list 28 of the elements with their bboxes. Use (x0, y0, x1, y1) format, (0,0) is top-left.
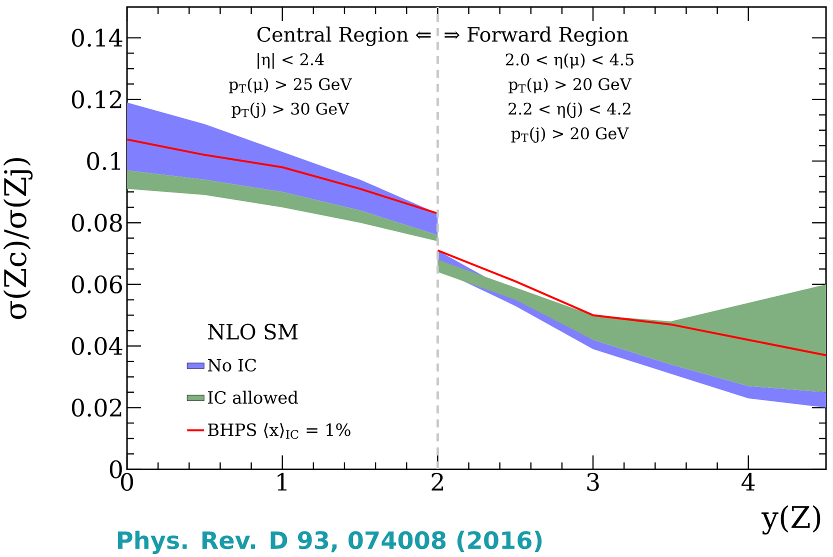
annotation: p$_{T}$(j) > 20 GeV (511, 126, 629, 143)
text: Phys. Rev. D 93, 074008 (2016) (118, 530, 542, 554)
legend-label: BHPS ⟨x⟩$_{IC}$ = 1% (208, 422, 350, 439)
y-tick-label: 0.02 (72, 398, 122, 417)
x-axis-title: y(Z) (762, 505, 820, 534)
legend-title: NLO SM (208, 324, 298, 340)
annotation: p$_{T}$(μ) > 20 GeV (508, 78, 632, 94)
annotation: p$_{T}$(μ) > 25 GeV (228, 78, 352, 94)
x-tick-label: 3 (587, 472, 599, 491)
y-tick-label: 0.06 (72, 275, 122, 294)
x-tick-label: 2 (432, 472, 443, 490)
annotation: |η| < 2.4 (258, 52, 324, 69)
x-tick-label: 1 (278, 472, 287, 490)
annotation: 2.2 < η(j) < 4.2 (508, 102, 630, 118)
annotation: 2.0 < η(μ) < 4.5 (506, 53, 634, 69)
y-tick-label: 0.1 (87, 152, 120, 170)
annotation: ⇒ Forward Region (444, 26, 628, 46)
y-tick-label: 0 (110, 460, 122, 478)
y-tick-label: 0.12 (72, 90, 122, 108)
x-tick-label: 4 (741, 472, 755, 490)
legend-label: No IC (208, 358, 256, 372)
annotation: Central Region ⇐ (257, 26, 431, 46)
legend-label: IC allowed (208, 390, 298, 404)
y-axis-title: σ(Zc)/σ(Zj) (3, 158, 33, 319)
y-tick-label: 0.08 (72, 214, 122, 232)
y-tick-label: 0.04 (72, 336, 122, 355)
annotation: p$_{T}$(j) > 30 GeV (232, 102, 350, 118)
y-tick-label: 0.14 (72, 28, 122, 47)
